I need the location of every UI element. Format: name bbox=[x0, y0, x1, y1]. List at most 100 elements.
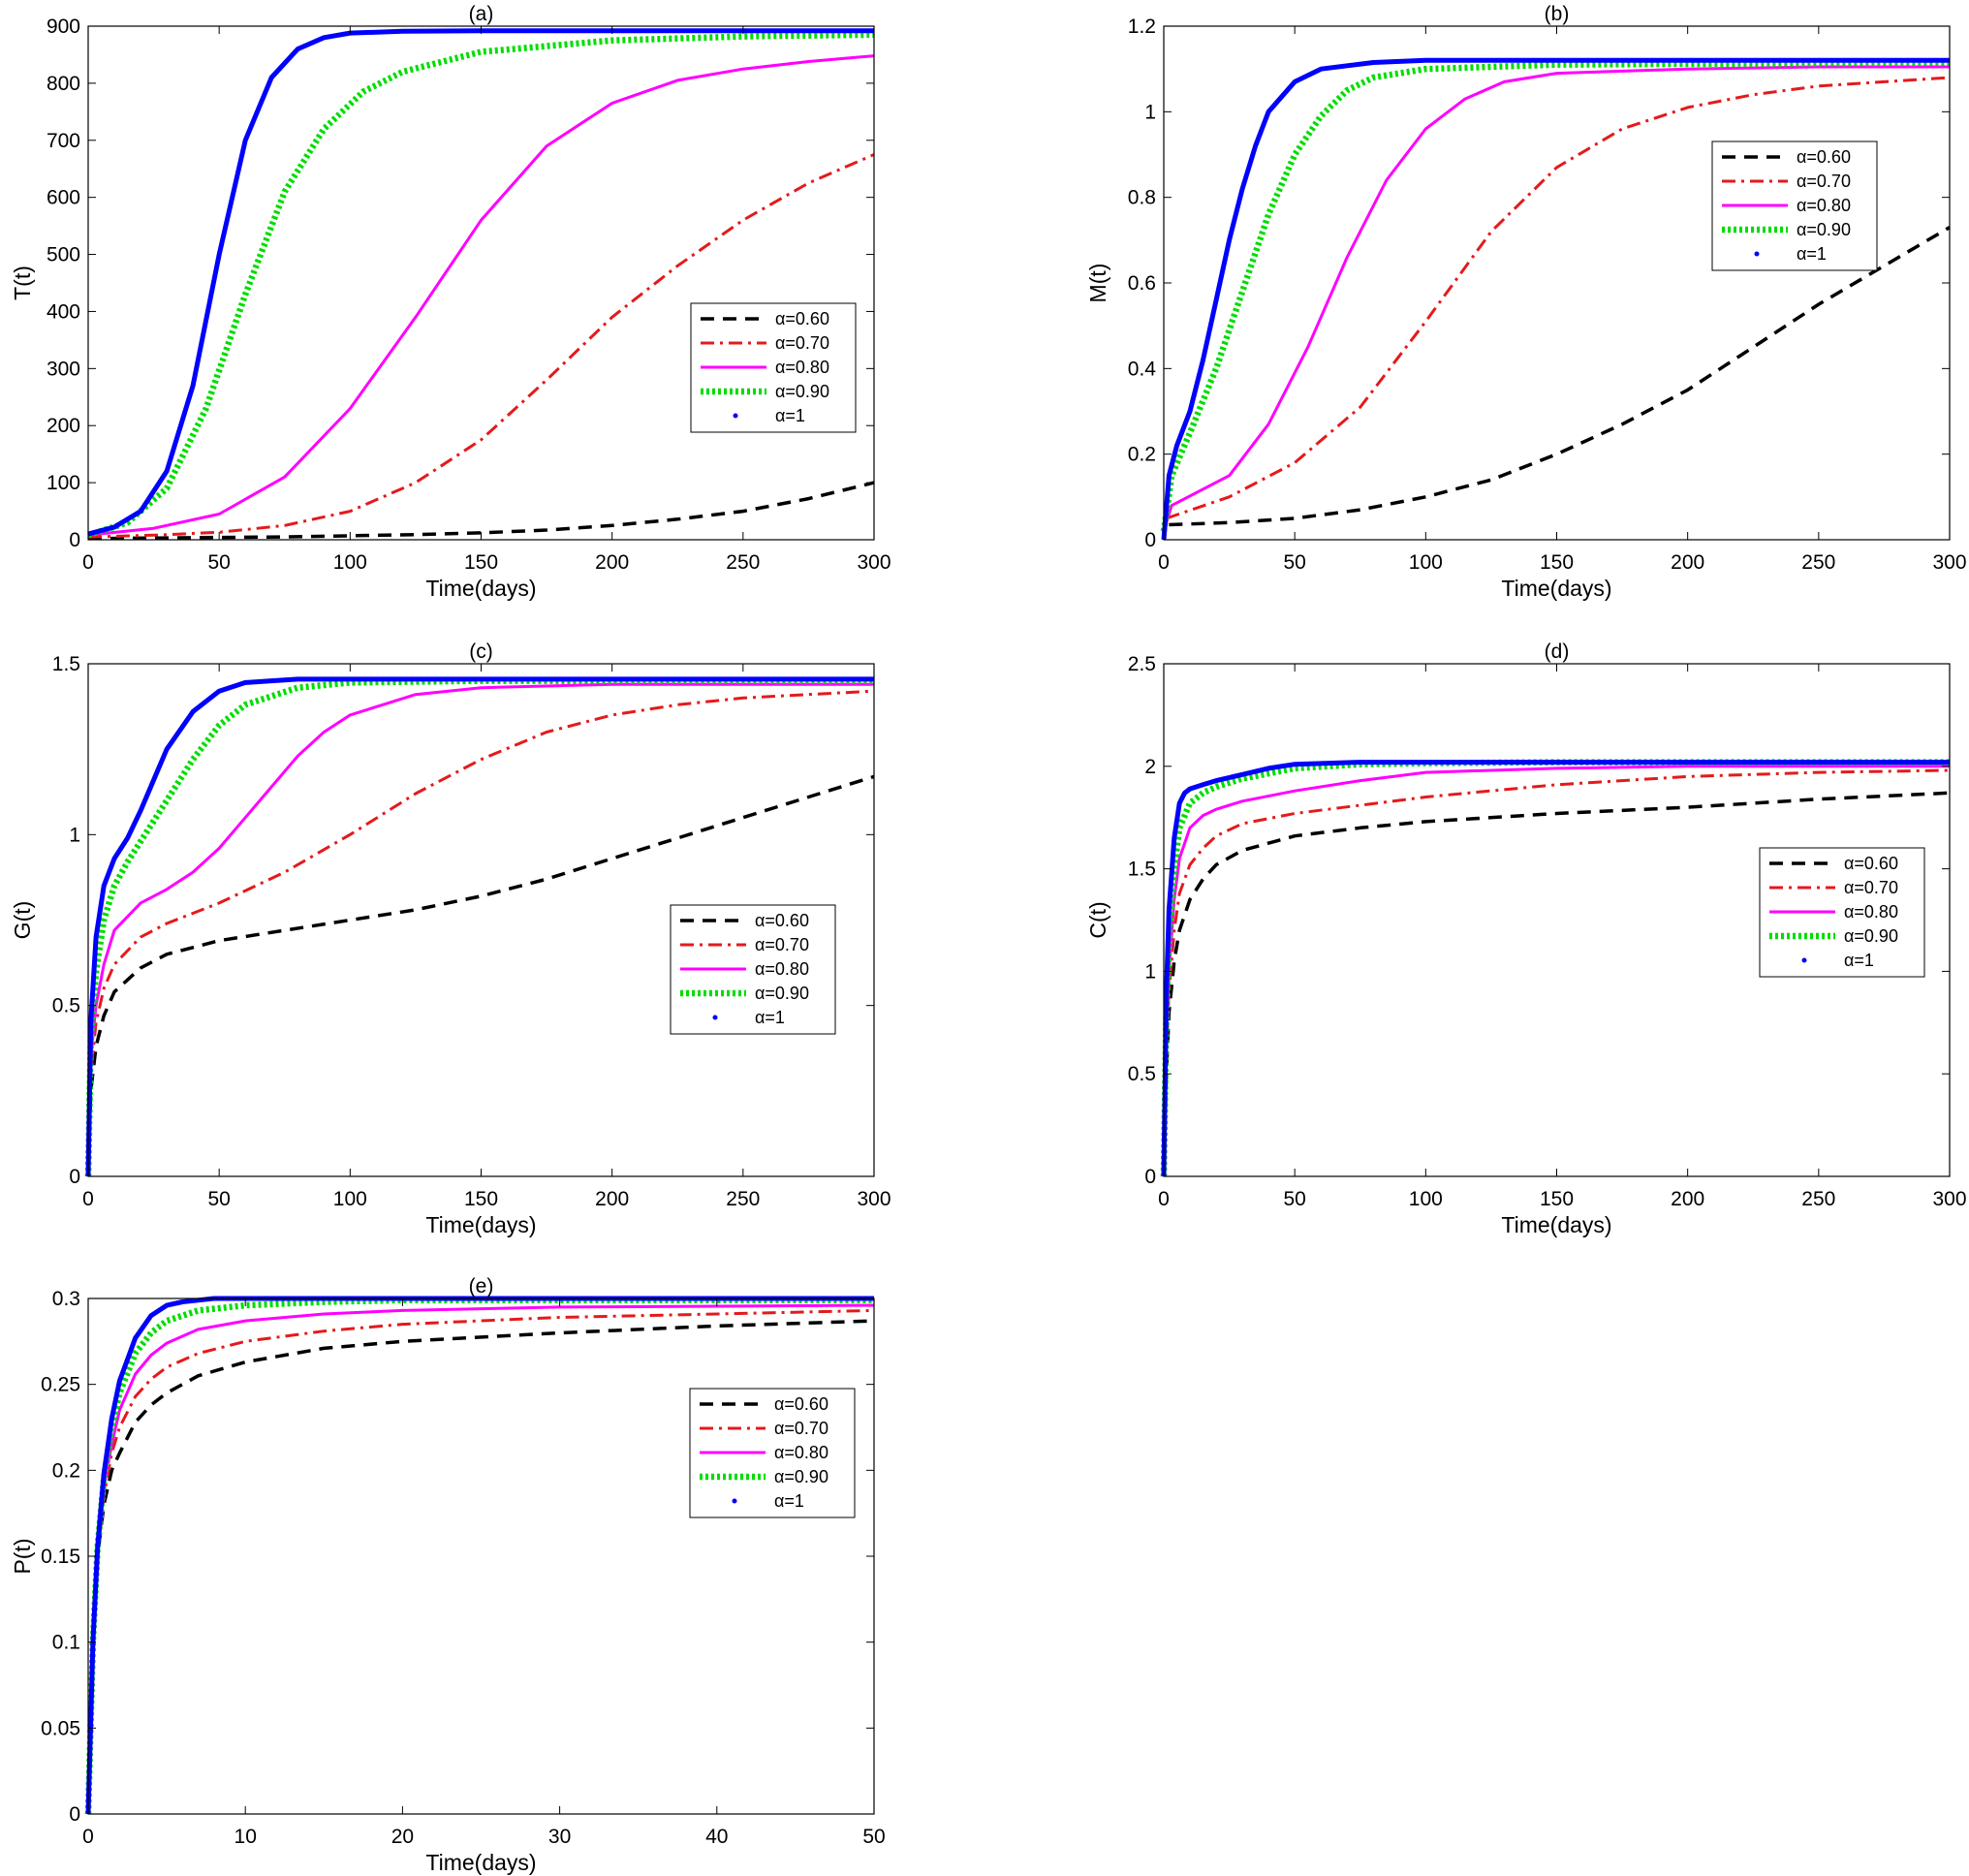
legend-label: α=0.80 bbox=[775, 358, 829, 377]
y-tick-label: 600 bbox=[47, 187, 80, 209]
y-tick-label: 1.2 bbox=[1128, 16, 1156, 38]
panel-b: 0 50 100 150 200 250 300 0 0.2 0.4 0.6 0.8 1 1.2 (b) Ti… bbox=[1085, 3, 1967, 601]
x-tick-label: 100 bbox=[333, 1188, 367, 1210]
x-tick-label: 50 bbox=[207, 1188, 230, 1210]
x-tick-label: 20 bbox=[391, 1826, 414, 1848]
panel-title: (e) bbox=[469, 1275, 494, 1298]
panel-c: 0 50 100 150 200 250 300 0 0.5 1 1.5 (c) Time(days) G… bbox=[10, 641, 891, 1237]
y-tick-label: 0.25 bbox=[41, 1374, 80, 1396]
legend-label: α=0.60 bbox=[755, 911, 809, 930]
plot-frame bbox=[87, 1298, 875, 1815]
panel-e: 0 10 20 30 40 50 0 0.05 0.1 0.15 0.2 0.25 0.3 (e) Time… bbox=[10, 1275, 886, 1875]
panel-title: (d) bbox=[1545, 641, 1570, 663]
x-tick-label: 250 bbox=[1801, 551, 1835, 574]
series-line-a-0 bbox=[87, 481, 875, 541]
legend-label: α=0.80 bbox=[774, 1443, 828, 1462]
legend: α=0.60 α=0.70 α=0.80 α=0.90 α=1 bbox=[689, 1388, 856, 1518]
legend-label: α=0.70 bbox=[775, 333, 829, 353]
x-axis-label: Time(days) bbox=[425, 1212, 536, 1237]
x-tick-label: 300 bbox=[857, 551, 891, 574]
x-tick-label: 250 bbox=[1801, 1188, 1835, 1210]
series-line-e-0 bbox=[86, 1319, 875, 1815]
x-axis-label: Time(days) bbox=[1501, 1212, 1611, 1237]
y-tick-label: 0.2 bbox=[1128, 444, 1156, 466]
y-tick-label: 2.5 bbox=[1128, 653, 1156, 675]
x-tick-label: 200 bbox=[595, 551, 629, 574]
panel-d: 0 50 100 150 200 250 300 0 0.5 1 1.5 2 2.5 (d) Time(da… bbox=[1085, 641, 1967, 1237]
legend-label: α=1 bbox=[774, 1491, 804, 1511]
legend-label: α=0.90 bbox=[775, 382, 829, 401]
x-tick-label: 50 bbox=[862, 1826, 885, 1848]
series-line-d-4 bbox=[1161, 760, 1950, 1177]
y-tick-label: 0.1 bbox=[52, 1632, 80, 1654]
y-tick-label: 0 bbox=[1144, 529, 1156, 551]
x-tick-label: 100 bbox=[333, 551, 367, 574]
x-tick-label: 50 bbox=[1283, 551, 1305, 574]
panel-a: 0 50 100 150 200 250 300 0 100 200 300 400 500 600 700… bbox=[10, 3, 891, 601]
legend-marker bbox=[1801, 957, 1807, 963]
series-line-d-0 bbox=[1162, 791, 1951, 1177]
legend-label: α=0.90 bbox=[755, 984, 809, 1003]
x-tick-label: 150 bbox=[1540, 551, 1574, 574]
y-tick-label: 200 bbox=[47, 415, 80, 437]
legend-label: α=1 bbox=[775, 406, 805, 425]
y-axis-label: G(t) bbox=[10, 901, 35, 940]
legend-label: α=0.90 bbox=[774, 1467, 828, 1486]
y-tick-label: 0.6 bbox=[1128, 272, 1156, 295]
y-tick-label: 700 bbox=[47, 130, 80, 152]
series-line-e-1 bbox=[86, 1308, 875, 1815]
x-tick-label: 200 bbox=[1671, 1188, 1704, 1210]
panel-title: (c) bbox=[469, 641, 493, 663]
y-tick-label: 0.3 bbox=[52, 1288, 80, 1310]
y-tick-label: 0.8 bbox=[1128, 187, 1156, 209]
legend-label: α=1 bbox=[1844, 951, 1874, 970]
y-tick-label: 0.05 bbox=[41, 1717, 80, 1739]
y-tick-label: 0.5 bbox=[1128, 1063, 1156, 1085]
x-axis-label: Time(days) bbox=[1501, 576, 1611, 601]
series-line-a-4 bbox=[87, 28, 874, 537]
series-line-b-0 bbox=[1169, 226, 1951, 527]
x-tick-label: 0 bbox=[82, 1188, 94, 1210]
y-tick-label: 1.5 bbox=[1128, 859, 1156, 881]
series-line-b-4 bbox=[1161, 57, 1950, 541]
x-tick-label: 250 bbox=[726, 1188, 760, 1210]
x-tick-label: 30 bbox=[548, 1826, 571, 1848]
x-tick-label: 150 bbox=[464, 1188, 498, 1210]
legend-marker bbox=[1754, 251, 1760, 257]
series-line-c-4 bbox=[85, 676, 874, 1177]
plot-frame bbox=[1163, 25, 1951, 541]
y-tick-label: 400 bbox=[47, 300, 80, 323]
legend-label: α=0.60 bbox=[775, 309, 829, 328]
legend-label: α=1 bbox=[755, 1008, 785, 1027]
x-tick-label: 200 bbox=[1671, 551, 1704, 574]
x-tick-label: 0 bbox=[82, 551, 94, 574]
legend-label: α=0.70 bbox=[1797, 172, 1851, 191]
y-tick-label: 0 bbox=[69, 1166, 80, 1188]
y-tick-label: 900 bbox=[47, 16, 80, 38]
series-line-b-1 bbox=[1166, 76, 1951, 520]
legend: α=0.60 α=0.70 α=0.80 α=0.90 α=1 bbox=[1711, 141, 1878, 271]
y-tick-label: 0.4 bbox=[1128, 358, 1157, 380]
x-tick-label: 300 bbox=[857, 1188, 891, 1210]
x-tick-label: 0 bbox=[1158, 551, 1170, 574]
series-line-c-0 bbox=[86, 774, 875, 1177]
series-line-d-1 bbox=[1162, 768, 1951, 1177]
y-tick-label: 0.2 bbox=[52, 1459, 80, 1482]
series-line-c-3 bbox=[84, 677, 874, 1177]
legend-label: α=0.70 bbox=[755, 935, 809, 954]
y-tick-label: 0.5 bbox=[52, 995, 80, 1017]
series-line-c-2 bbox=[86, 682, 874, 1177]
legend-label: α=0.70 bbox=[1844, 878, 1898, 897]
x-tick-label: 40 bbox=[705, 1826, 728, 1848]
series-line-e-2 bbox=[86, 1303, 875, 1815]
y-axis-label: C(t) bbox=[1085, 901, 1110, 938]
legend-label: α=0.60 bbox=[1797, 147, 1851, 167]
y-tick-label: 500 bbox=[47, 244, 80, 266]
x-tick-label: 10 bbox=[234, 1826, 257, 1848]
legend: α=0.60 α=0.70 α=0.80 α=0.90 α=1 bbox=[690, 302, 857, 433]
legend-label: α=1 bbox=[1797, 244, 1827, 264]
x-tick-label: 100 bbox=[1409, 551, 1443, 574]
y-tick-label: 100 bbox=[47, 472, 80, 494]
x-tick-label: 250 bbox=[726, 551, 760, 574]
